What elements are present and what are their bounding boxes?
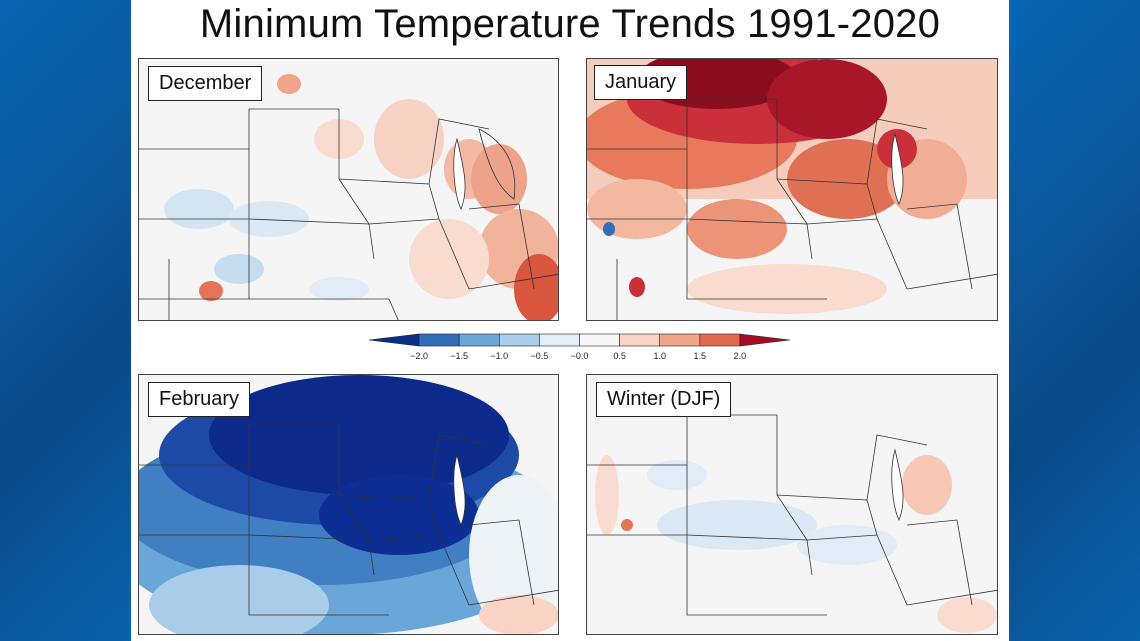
colorbar-cell (499, 333, 540, 347)
left-background-panel (0, 0, 131, 641)
colorbar-cell (619, 333, 661, 347)
colorbar-tick-label: 0.5 (613, 351, 626, 361)
label-winter-djf: Winter (DJF) (596, 382, 732, 417)
colorbar-cell (418, 333, 460, 347)
map-february (138, 374, 559, 635)
slide-title: Minimum Temperature Trends 1991-2020 (199, 2, 941, 46)
colorbar-cell (699, 333, 741, 347)
colorbar-tick-label: −2.0 (410, 351, 428, 361)
colorbar-tick-label: −1.0 (490, 351, 508, 361)
map-winter-djf (586, 374, 998, 635)
label-december: December (148, 66, 263, 101)
colorbar-tick-label: 2.0 (734, 351, 747, 361)
label-february: February (148, 382, 251, 417)
map-january (586, 58, 998, 321)
colorbar-tick-label: 1.0 (653, 351, 666, 361)
colorbar-tick-label: −0.5 (531, 351, 549, 361)
colorbar-cell (739, 333, 791, 347)
colorbar-cell (368, 333, 420, 347)
colorbar-tick-label: −1.5 (450, 351, 468, 361)
colorbar-cell (458, 333, 500, 347)
colorbar: −2.0 −1.5 −1.0 −0.5 −0.0 0.5 1.0 1.5 2.0 (368, 333, 791, 361)
label-january: January (594, 65, 688, 100)
colorbar-tick-label: −0.0 (571, 351, 589, 361)
colorbar-cell (539, 333, 580, 347)
map-december (138, 58, 559, 321)
right-background-panel (1009, 0, 1140, 641)
colorbar-tick-label: 1.5 (694, 351, 707, 361)
colorbar-cell (579, 333, 620, 347)
colorbar-cell (659, 333, 701, 347)
